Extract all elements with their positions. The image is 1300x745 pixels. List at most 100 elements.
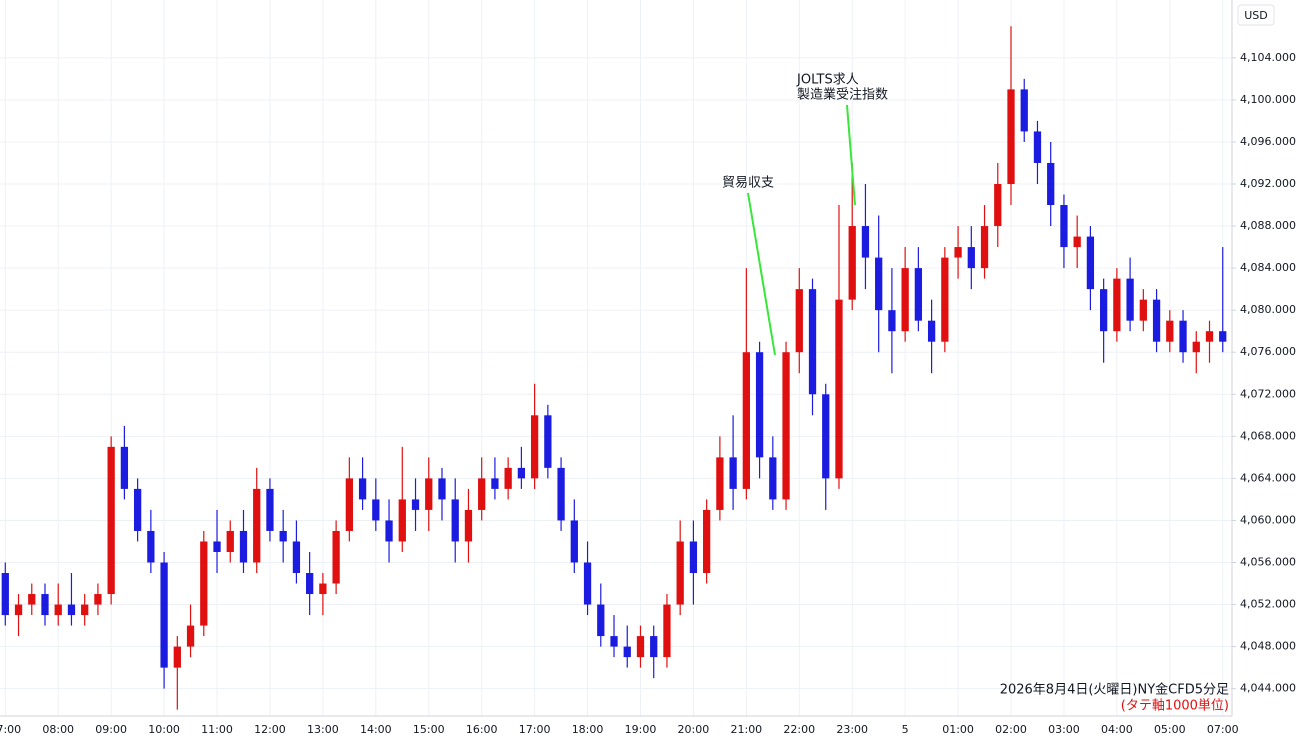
y-tick-label: 4,076.000 bbox=[1240, 345, 1296, 358]
candle-body bbox=[954, 247, 962, 258]
candle-body bbox=[372, 499, 380, 521]
candle-body bbox=[120, 446, 129, 489]
candle-body bbox=[663, 604, 671, 658]
candle-body bbox=[583, 562, 592, 605]
candle-body bbox=[1219, 331, 1227, 342]
candle-body bbox=[676, 541, 684, 605]
candle-body bbox=[610, 636, 618, 647]
x-tick-label: 11:00 bbox=[201, 723, 233, 736]
candle-body bbox=[888, 310, 896, 332]
candle-body bbox=[927, 320, 936, 342]
candle-body bbox=[1073, 236, 1081, 248]
candle-body bbox=[213, 541, 221, 552]
candle-body bbox=[822, 394, 830, 479]
candle-body bbox=[530, 415, 539, 479]
y-tick-label: 4,056.000 bbox=[1240, 555, 1296, 568]
candle-body bbox=[67, 604, 76, 616]
candle-body bbox=[1179, 320, 1187, 353]
candle-body bbox=[28, 594, 36, 605]
candle-body bbox=[636, 636, 645, 658]
x-tick-label: 23:00 bbox=[836, 723, 868, 736]
x-tick-label: 12:00 bbox=[254, 723, 286, 736]
candle-body bbox=[81, 604, 89, 616]
x-tick-label: 14:00 bbox=[360, 723, 392, 736]
currency-box[interactable] bbox=[1237, 4, 1275, 26]
candle-body bbox=[835, 299, 843, 479]
x-tick-label: 10:00 bbox=[148, 723, 180, 736]
candle-body bbox=[1060, 205, 1068, 248]
y-tick-label: 4,052.000 bbox=[1240, 598, 1296, 611]
candle-body bbox=[292, 541, 301, 574]
annotation-line bbox=[846, 104, 856, 206]
candle-body bbox=[1113, 278, 1121, 332]
x-tick-label: 17:00 bbox=[519, 723, 551, 736]
x-tick-label: 5 bbox=[902, 723, 909, 736]
candle-body bbox=[1166, 320, 1174, 342]
x-tick-label: 08:00 bbox=[42, 723, 74, 736]
candle-body bbox=[689, 541, 698, 574]
candle-body bbox=[319, 583, 327, 595]
y-tick-label: 4,096.000 bbox=[1240, 135, 1296, 148]
candle-body bbox=[173, 646, 181, 668]
candle-body bbox=[41, 594, 49, 616]
currency-label: USD bbox=[1244, 9, 1268, 22]
candle-body bbox=[1100, 289, 1108, 332]
annotation: 製造業受注指数 bbox=[797, 87, 888, 103]
x-tick-label: 22:00 bbox=[783, 723, 815, 736]
y-tick-label: 4,080.000 bbox=[1240, 303, 1296, 316]
candle-body bbox=[544, 415, 552, 468]
candle-body bbox=[729, 457, 737, 489]
candle-body bbox=[186, 625, 195, 647]
x-tick-label: 02:00 bbox=[995, 723, 1027, 736]
annotation-line bbox=[747, 192, 776, 356]
candle-body bbox=[306, 573, 314, 595]
y-tick-label: 4,072.000 bbox=[1240, 387, 1296, 400]
candle-body bbox=[1205, 331, 1214, 342]
candle-body bbox=[107, 446, 115, 595]
x-tick-label: 21:00 bbox=[730, 723, 762, 736]
candle-body bbox=[557, 467, 565, 521]
candle-body bbox=[94, 594, 102, 605]
candle-body bbox=[451, 499, 459, 542]
x-tick-label: 05:00 bbox=[1154, 723, 1186, 736]
x-tick-label: 20:00 bbox=[678, 723, 710, 736]
y-tick-label: 4,068.000 bbox=[1240, 429, 1296, 442]
x-tick-label: 09:00 bbox=[95, 723, 127, 736]
footnote: 2026年8月4日(火曜日)NY金CFD5分足 bbox=[1000, 682, 1229, 698]
candle-body bbox=[755, 352, 764, 458]
candle-body bbox=[1152, 299, 1161, 342]
x-tick-label: 04:00 bbox=[1101, 723, 1133, 736]
candle-body bbox=[808, 289, 817, 395]
candle-body bbox=[703, 509, 711, 574]
candle-body bbox=[398, 499, 406, 542]
y-tick-label: 4,088.000 bbox=[1240, 219, 1296, 232]
annotation: JOLTS求人 bbox=[796, 73, 859, 88]
candle-body bbox=[200, 541, 208, 626]
candle-body bbox=[941, 257, 949, 342]
candle-body bbox=[385, 520, 393, 542]
candle-body bbox=[570, 520, 578, 563]
y-tick-label: 4,104.000 bbox=[1240, 51, 1296, 64]
candle-body bbox=[875, 257, 883, 311]
candle-body bbox=[623, 646, 631, 658]
candle-body bbox=[1047, 162, 1055, 206]
candle-body bbox=[1086, 236, 1095, 290]
candle-body bbox=[358, 478, 367, 500]
y-tick-label: 4,100.000 bbox=[1240, 93, 1296, 106]
y-tick-label: 4,048.000 bbox=[1240, 640, 1296, 653]
candle-body bbox=[239, 530, 248, 563]
candle-body bbox=[650, 636, 658, 658]
candle-body bbox=[491, 478, 499, 489]
x-tick-label: 07:00 bbox=[0, 723, 21, 736]
candle-body bbox=[1139, 299, 1147, 321]
candle-body bbox=[1192, 341, 1200, 353]
candle-body bbox=[1, 573, 9, 616]
candle-body bbox=[597, 604, 605, 637]
candle-body bbox=[464, 509, 473, 542]
x-tick-label: 01:00 bbox=[942, 723, 974, 736]
candle-body bbox=[1007, 89, 1015, 184]
candle-body bbox=[967, 247, 975, 269]
x-tick-label: 16:00 bbox=[466, 723, 498, 736]
x-tick-label: 07:00 bbox=[1207, 723, 1239, 736]
x-tick-label: 19:00 bbox=[625, 723, 657, 736]
